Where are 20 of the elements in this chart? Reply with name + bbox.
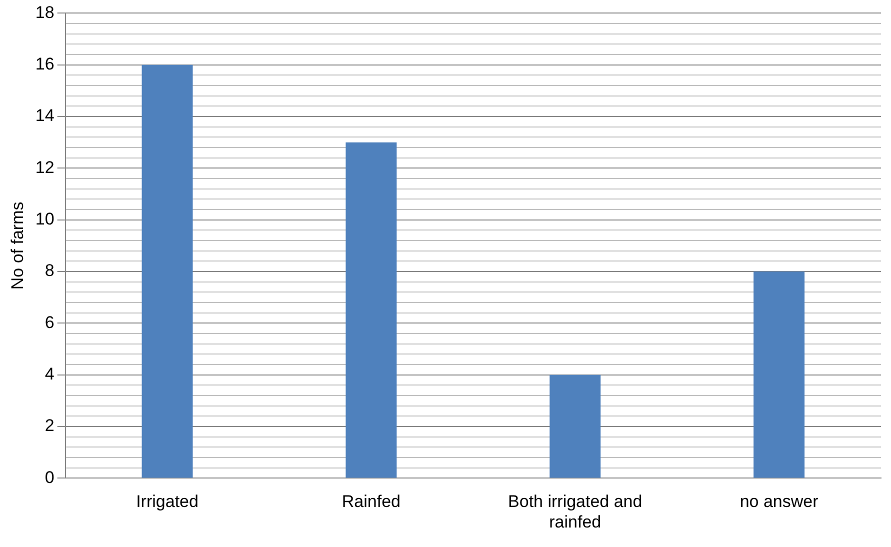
y-tick-label: 2 xyxy=(44,416,54,436)
bar xyxy=(550,374,601,478)
x-tick-label: Rainfed xyxy=(342,492,400,512)
x-tick-label: Irrigated xyxy=(136,492,198,512)
y-tick-label: 14 xyxy=(35,106,54,126)
y-axis-title: No of farms xyxy=(8,202,27,290)
bar xyxy=(346,142,397,478)
y-tick-label: 16 xyxy=(35,54,54,74)
y-tick-label: 8 xyxy=(44,261,54,280)
bar xyxy=(142,64,193,478)
y-tick-label: 0 xyxy=(44,468,54,487)
y-tick-label: 4 xyxy=(44,364,54,384)
category-label: rainfed xyxy=(549,512,602,532)
y-tick-label: 10 xyxy=(35,210,54,229)
bar xyxy=(754,272,805,478)
y-tick-label: 18 xyxy=(35,2,54,22)
y-tick-label: 12 xyxy=(35,158,54,177)
y-tick-label: 6 xyxy=(44,312,54,332)
category-label: Both irrigated and xyxy=(508,492,642,512)
x-tick-label: no answer xyxy=(740,492,819,512)
